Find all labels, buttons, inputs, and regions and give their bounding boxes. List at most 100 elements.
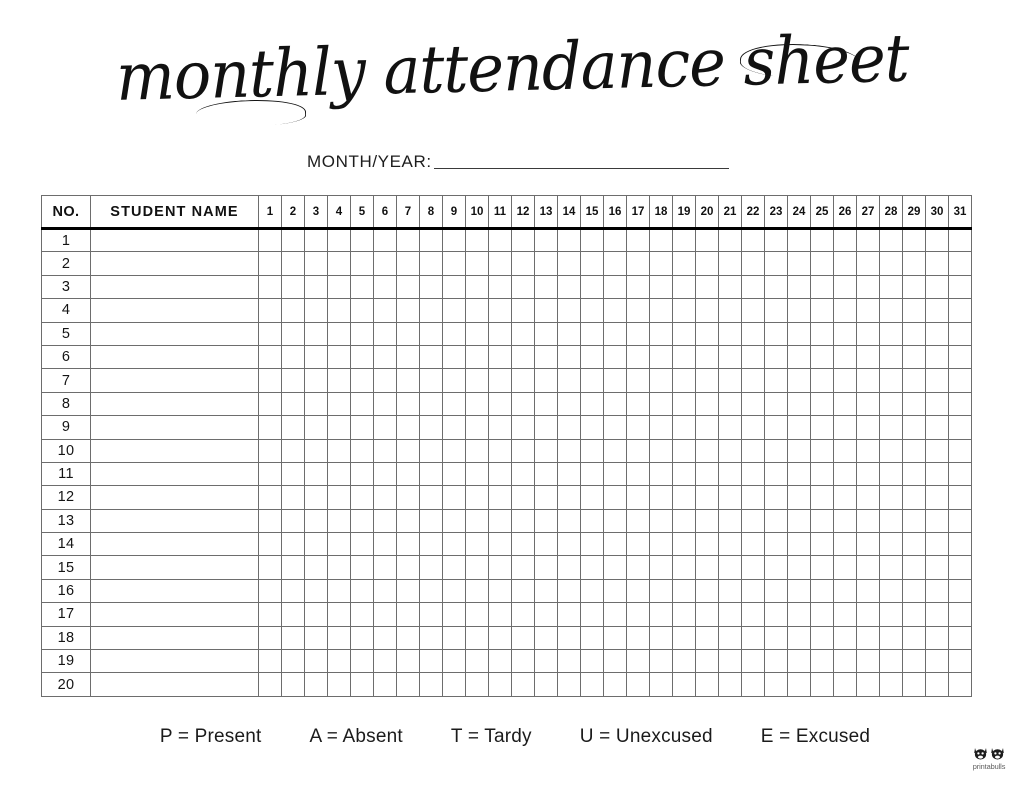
attendance-cell-row-8-day-5[interactable] bbox=[350, 391, 374, 417]
attendance-cell-row-12-day-21[interactable] bbox=[718, 485, 742, 510]
attendance-cell-row-18-day-28[interactable] bbox=[879, 625, 903, 651]
attendance-cell-row-7-day-7[interactable] bbox=[396, 368, 420, 393]
attendance-cell-row-20-day-30[interactable] bbox=[925, 672, 949, 697]
attendance-cell-row-5-day-12[interactable] bbox=[511, 321, 535, 346]
attendance-cell-row-8-day-10[interactable] bbox=[465, 391, 489, 417]
student-name-cell[interactable] bbox=[90, 321, 259, 346]
attendance-cell-row-3-day-20[interactable] bbox=[695, 274, 719, 300]
attendance-cell-row-9-day-3[interactable] bbox=[304, 415, 328, 440]
attendance-cell-row-12-day-17[interactable] bbox=[626, 485, 650, 510]
attendance-cell-row-12-day-19[interactable] bbox=[672, 485, 696, 510]
attendance-cell-row-17-day-4[interactable] bbox=[327, 602, 351, 627]
attendance-cell-row-11-day-31[interactable] bbox=[948, 461, 972, 487]
attendance-cell-row-1-day-29[interactable] bbox=[902, 227, 926, 253]
attendance-cell-row-17-day-21[interactable] bbox=[718, 602, 742, 627]
attendance-cell-row-2-day-30[interactable] bbox=[925, 251, 949, 276]
attendance-cell-row-8-day-29[interactable] bbox=[902, 391, 926, 417]
student-name-cell[interactable] bbox=[90, 461, 259, 487]
attendance-cell-row-6-day-14[interactable] bbox=[557, 344, 581, 370]
attendance-cell-row-3-day-19[interactable] bbox=[672, 274, 696, 300]
attendance-cell-row-7-day-30[interactable] bbox=[925, 368, 949, 393]
attendance-cell-row-5-day-24[interactable] bbox=[787, 321, 811, 346]
attendance-cell-row-3-day-18[interactable] bbox=[649, 274, 673, 300]
attendance-cell-row-7-day-19[interactable] bbox=[672, 368, 696, 393]
attendance-cell-row-16-day-23[interactable] bbox=[764, 578, 788, 604]
attendance-cell-row-17-day-5[interactable] bbox=[350, 602, 374, 627]
attendance-cell-row-13-day-17[interactable] bbox=[626, 508, 650, 534]
attendance-cell-row-18-day-20[interactable] bbox=[695, 625, 719, 651]
attendance-cell-row-13-day-31[interactable] bbox=[948, 508, 972, 534]
attendance-cell-row-19-day-8[interactable] bbox=[419, 649, 443, 674]
attendance-cell-row-6-day-22[interactable] bbox=[741, 344, 765, 370]
attendance-cell-row-17-day-22[interactable] bbox=[741, 602, 765, 627]
attendance-cell-row-19-day-10[interactable] bbox=[465, 649, 489, 674]
attendance-cell-row-13-day-18[interactable] bbox=[649, 508, 673, 534]
attendance-cell-row-4-day-2[interactable] bbox=[281, 298, 305, 323]
attendance-cell-row-6-day-18[interactable] bbox=[649, 344, 673, 370]
attendance-cell-row-9-day-22[interactable] bbox=[741, 415, 765, 440]
attendance-cell-row-20-day-29[interactable] bbox=[902, 672, 926, 697]
attendance-cell-row-8-day-3[interactable] bbox=[304, 391, 328, 417]
attendance-cell-row-5-day-31[interactable] bbox=[948, 321, 972, 346]
attendance-cell-row-1-day-2[interactable] bbox=[281, 227, 305, 253]
attendance-cell-row-2-day-5[interactable] bbox=[350, 251, 374, 276]
attendance-cell-row-11-day-19[interactable] bbox=[672, 461, 696, 487]
attendance-cell-row-6-day-6[interactable] bbox=[373, 344, 397, 370]
student-name-cell[interactable] bbox=[90, 672, 259, 697]
attendance-cell-row-10-day-26[interactable] bbox=[833, 438, 857, 463]
attendance-cell-row-17-day-7[interactable] bbox=[396, 602, 420, 627]
attendance-cell-row-17-day-23[interactable] bbox=[764, 602, 788, 627]
attendance-cell-row-9-day-16[interactable] bbox=[603, 415, 627, 440]
student-name-cell[interactable] bbox=[90, 578, 259, 604]
attendance-cell-row-9-day-15[interactable] bbox=[580, 415, 604, 440]
attendance-cell-row-3-day-24[interactable] bbox=[787, 274, 811, 300]
attendance-cell-row-18-day-25[interactable] bbox=[810, 625, 834, 651]
attendance-cell-row-1-day-27[interactable] bbox=[856, 227, 880, 253]
attendance-cell-row-19-day-16[interactable] bbox=[603, 649, 627, 674]
attendance-cell-row-3-day-8[interactable] bbox=[419, 274, 443, 300]
attendance-cell-row-5-day-6[interactable] bbox=[373, 321, 397, 346]
attendance-cell-row-10-day-9[interactable] bbox=[442, 438, 466, 463]
attendance-cell-row-11-day-20[interactable] bbox=[695, 461, 719, 487]
attendance-cell-row-2-day-12[interactable] bbox=[511, 251, 535, 276]
attendance-cell-row-10-day-29[interactable] bbox=[902, 438, 926, 463]
attendance-cell-row-6-day-9[interactable] bbox=[442, 344, 466, 370]
attendance-cell-row-2-day-25[interactable] bbox=[810, 251, 834, 276]
attendance-cell-row-5-day-19[interactable] bbox=[672, 321, 696, 346]
attendance-cell-row-12-day-18[interactable] bbox=[649, 485, 673, 510]
attendance-cell-row-1-day-25[interactable] bbox=[810, 227, 834, 253]
attendance-cell-row-8-day-12[interactable] bbox=[511, 391, 535, 417]
attendance-cell-row-8-day-11[interactable] bbox=[488, 391, 512, 417]
attendance-cell-row-10-day-6[interactable] bbox=[373, 438, 397, 463]
attendance-cell-row-7-day-8[interactable] bbox=[419, 368, 443, 393]
attendance-cell-row-2-day-24[interactable] bbox=[787, 251, 811, 276]
attendance-cell-row-13-day-3[interactable] bbox=[304, 508, 328, 534]
attendance-cell-row-10-day-1[interactable] bbox=[258, 438, 282, 463]
month-year-input-line[interactable] bbox=[433, 168, 729, 169]
attendance-cell-row-15-day-31[interactable] bbox=[948, 555, 972, 580]
attendance-cell-row-9-day-27[interactable] bbox=[856, 415, 880, 440]
attendance-cell-row-7-day-23[interactable] bbox=[764, 368, 788, 393]
attendance-cell-row-13-day-16[interactable] bbox=[603, 508, 627, 534]
attendance-cell-row-10-day-11[interactable] bbox=[488, 438, 512, 463]
attendance-cell-row-18-day-13[interactable] bbox=[534, 625, 558, 651]
attendance-cell-row-12-day-30[interactable] bbox=[925, 485, 949, 510]
attendance-cell-row-6-day-17[interactable] bbox=[626, 344, 650, 370]
attendance-cell-row-15-day-4[interactable] bbox=[327, 555, 351, 580]
attendance-cell-row-14-day-5[interactable] bbox=[350, 532, 374, 557]
attendance-cell-row-16-day-28[interactable] bbox=[879, 578, 903, 604]
attendance-cell-row-7-day-17[interactable] bbox=[626, 368, 650, 393]
student-name-cell[interactable] bbox=[90, 532, 259, 557]
attendance-cell-row-3-day-27[interactable] bbox=[856, 274, 880, 300]
attendance-cell-row-6-day-15[interactable] bbox=[580, 344, 604, 370]
attendance-cell-row-11-day-27[interactable] bbox=[856, 461, 880, 487]
student-name-cell[interactable] bbox=[90, 602, 259, 627]
attendance-cell-row-16-day-5[interactable] bbox=[350, 578, 374, 604]
attendance-cell-row-9-day-24[interactable] bbox=[787, 415, 811, 440]
attendance-cell-row-7-day-22[interactable] bbox=[741, 368, 765, 393]
attendance-cell-row-17-day-12[interactable] bbox=[511, 602, 535, 627]
attendance-cell-row-5-day-27[interactable] bbox=[856, 321, 880, 346]
attendance-cell-row-4-day-20[interactable] bbox=[695, 298, 719, 323]
attendance-cell-row-8-day-31[interactable] bbox=[948, 391, 972, 417]
attendance-cell-row-17-day-16[interactable] bbox=[603, 602, 627, 627]
